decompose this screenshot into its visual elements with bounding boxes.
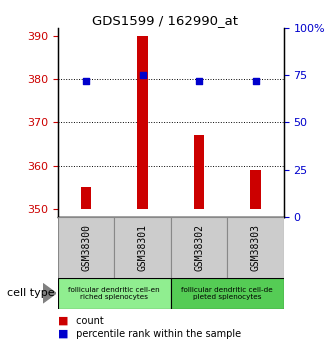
Bar: [194, 135, 204, 209]
Bar: [81, 187, 91, 209]
Point: [140, 72, 145, 78]
Text: follicular dendritic cell-de
pleted splenocytes: follicular dendritic cell-de pleted sple…: [182, 287, 273, 300]
Polygon shape: [43, 284, 56, 303]
Text: GSM38301: GSM38301: [138, 224, 148, 271]
Bar: [171, 278, 284, 309]
Text: ■: ■: [58, 329, 68, 338]
Text: GDS1599 / 162990_at: GDS1599 / 162990_at: [92, 14, 238, 27]
Bar: [227, 217, 284, 278]
Text: ■: ■: [58, 316, 68, 326]
Point: [83, 78, 89, 83]
Point: [196, 78, 202, 83]
Text: GSM38300: GSM38300: [81, 224, 91, 271]
Text: cell type: cell type: [7, 288, 54, 298]
Text: percentile rank within the sample: percentile rank within the sample: [73, 329, 241, 338]
Bar: [171, 217, 227, 278]
Text: follicular dendritic cell-en
riched splenocytes: follicular dendritic cell-en riched sple…: [68, 287, 160, 300]
Text: GSM38302: GSM38302: [194, 224, 204, 271]
Bar: [114, 217, 171, 278]
Bar: [58, 278, 171, 309]
Bar: [137, 36, 148, 209]
Point: [253, 78, 258, 83]
Bar: [250, 170, 261, 209]
Text: count: count: [73, 316, 103, 326]
Text: GSM38303: GSM38303: [250, 224, 261, 271]
Bar: [58, 217, 114, 278]
